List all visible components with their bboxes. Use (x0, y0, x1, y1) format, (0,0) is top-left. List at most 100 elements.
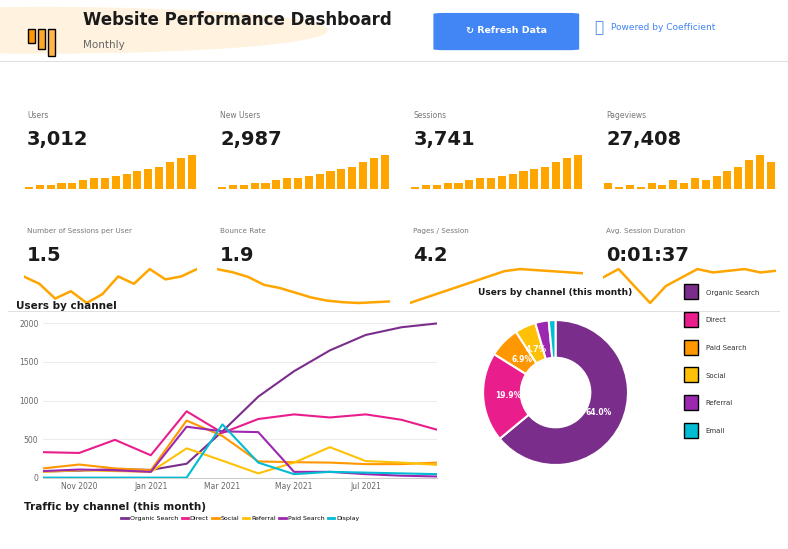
Bar (79, 180, 87, 189)
Bar (46, 185, 55, 189)
Text: ↻ Refresh Data: ↻ Refresh Data (466, 26, 547, 35)
Bar (294, 178, 302, 189)
Bar (25, 187, 33, 189)
Bar (411, 187, 419, 189)
Bar (444, 183, 452, 189)
Bar (58, 183, 65, 189)
Bar (262, 183, 269, 189)
Text: Website Performance Dashboard: Website Performance Dashboard (83, 11, 392, 29)
Bar (315, 173, 324, 189)
Bar (498, 176, 506, 189)
Bar (519, 171, 528, 189)
FancyBboxPatch shape (684, 395, 698, 410)
Text: Pages / Session: Pages / Session (413, 228, 469, 233)
Text: 2,987: 2,987 (220, 130, 282, 149)
Bar (508, 173, 517, 189)
Text: 19.9%: 19.9% (496, 391, 522, 400)
Text: New Users: New Users (220, 111, 261, 120)
Bar (723, 171, 731, 189)
Text: Monthly: Monthly (83, 41, 125, 51)
Bar (165, 162, 174, 189)
Bar (188, 155, 195, 189)
Wedge shape (494, 332, 537, 374)
Text: 3,012: 3,012 (27, 130, 88, 149)
Bar (691, 178, 699, 189)
Text: Powered by Coefficient: Powered by Coefficient (611, 23, 715, 32)
Bar (530, 169, 538, 189)
Text: Ⓒ: Ⓒ (594, 20, 604, 35)
FancyBboxPatch shape (684, 367, 698, 382)
Legend: Organic Search, Direct, Social, Referral, Paid Search, Display: Organic Search, Direct, Social, Referral… (119, 513, 362, 524)
Bar (563, 158, 571, 189)
Bar (552, 162, 560, 189)
Circle shape (0, 8, 327, 53)
Text: Users: Users (27, 111, 49, 120)
FancyBboxPatch shape (684, 423, 698, 438)
Bar (626, 185, 634, 189)
FancyBboxPatch shape (28, 29, 35, 43)
Text: Sessions: Sessions (413, 111, 446, 120)
Text: 6.9%: 6.9% (511, 355, 533, 364)
Text: 0:01:37: 0:01:37 (606, 247, 690, 265)
Text: 3,741: 3,741 (413, 130, 475, 149)
Bar (251, 183, 258, 189)
Text: Referral: Referral (706, 400, 733, 406)
Wedge shape (516, 323, 546, 363)
Wedge shape (500, 320, 628, 465)
Bar (658, 185, 667, 189)
Wedge shape (535, 321, 552, 359)
Bar (359, 162, 367, 189)
Bar (701, 180, 710, 189)
Bar (465, 180, 474, 189)
Bar (637, 187, 645, 189)
Bar (112, 176, 120, 189)
Text: 4.7%: 4.7% (526, 345, 546, 354)
Text: Bounce Rate: Bounce Rate (220, 228, 266, 233)
Text: Organic Search: Organic Search (706, 290, 759, 295)
Bar (272, 180, 281, 189)
Bar (455, 183, 463, 189)
Bar (144, 169, 152, 189)
Bar (348, 167, 356, 189)
Text: Paid Search: Paid Search (706, 345, 746, 351)
Text: Users by channel: Users by channel (16, 301, 117, 311)
Bar (69, 183, 76, 189)
Text: Avg. Session Duration: Avg. Session Duration (606, 228, 686, 233)
Wedge shape (483, 354, 529, 439)
FancyBboxPatch shape (684, 340, 698, 355)
Text: Social: Social (706, 373, 727, 379)
FancyBboxPatch shape (38, 29, 45, 49)
Text: 64.0%: 64.0% (585, 408, 611, 417)
Bar (370, 158, 378, 189)
Bar (745, 160, 753, 189)
Text: Traffic by channel (this month): Traffic by channel (this month) (24, 502, 206, 512)
Bar (648, 183, 656, 189)
Bar (680, 183, 688, 189)
Bar (487, 178, 495, 189)
Bar (337, 169, 345, 189)
Text: 27,408: 27,408 (606, 130, 682, 149)
Bar (381, 155, 388, 189)
Bar (229, 185, 237, 189)
Bar (90, 178, 98, 189)
Bar (218, 187, 226, 189)
Bar (604, 183, 612, 189)
Wedge shape (548, 320, 556, 358)
Bar (240, 185, 248, 189)
Text: 1.5: 1.5 (27, 247, 61, 265)
Bar (155, 167, 163, 189)
Text: Number of Sessions per User: Number of Sessions per User (27, 228, 132, 233)
Bar (669, 180, 678, 189)
Bar (476, 178, 485, 189)
Bar (756, 155, 764, 189)
Text: 4.2: 4.2 (413, 247, 448, 265)
Bar (326, 171, 335, 189)
Title: Users by channel (this month): Users by channel (this month) (478, 288, 633, 297)
Bar (101, 178, 109, 189)
Bar (734, 167, 742, 189)
Bar (767, 162, 775, 189)
Bar (283, 178, 292, 189)
Bar (35, 185, 44, 189)
FancyBboxPatch shape (433, 13, 579, 50)
Bar (133, 171, 142, 189)
